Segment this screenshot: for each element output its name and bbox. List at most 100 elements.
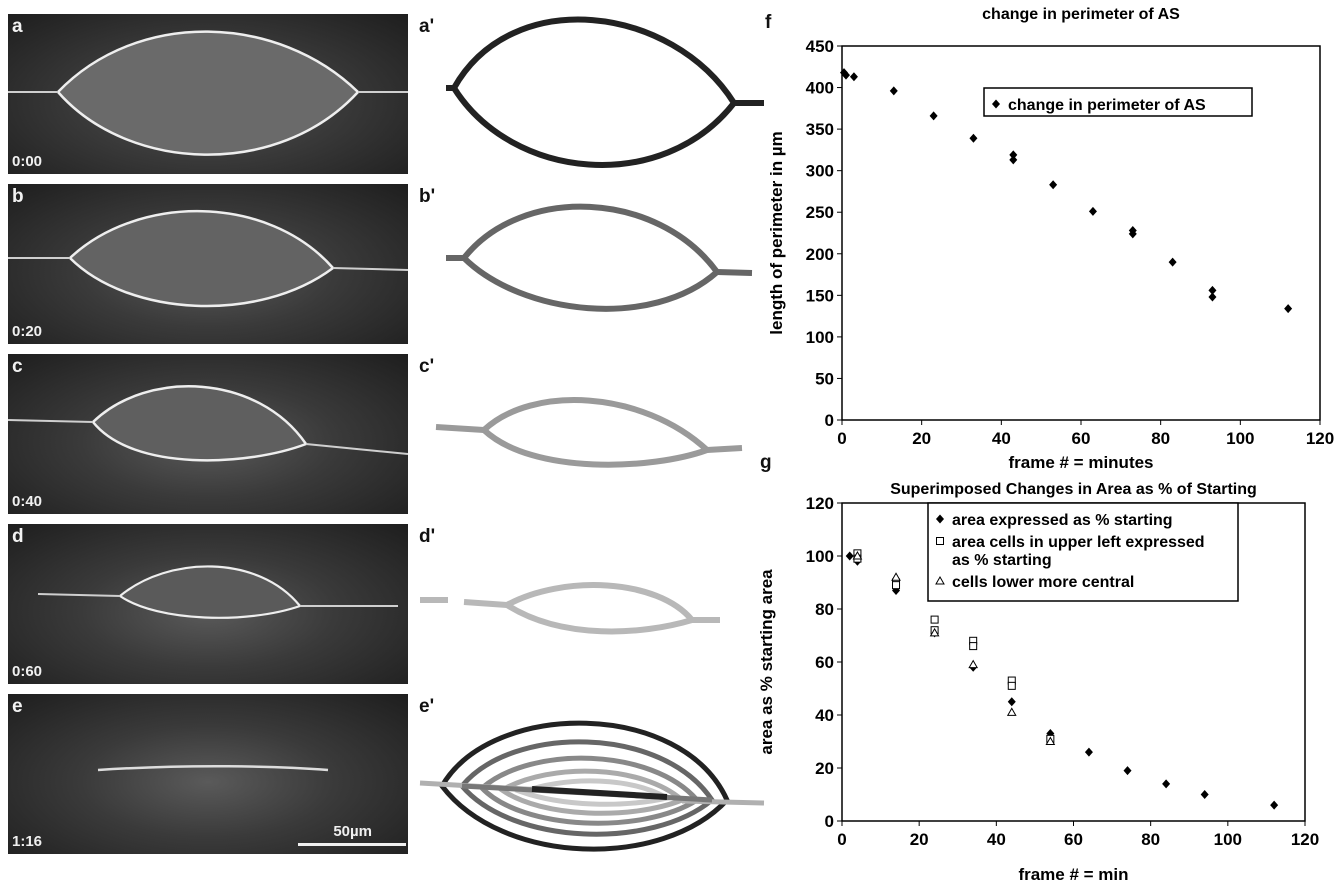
data-point-diamond	[839, 68, 848, 78]
amnioserosa-shape	[97, 764, 329, 772]
y-tick-label: 60	[815, 653, 834, 672]
legend-box	[927, 502, 1239, 602]
data-point-triangle	[1045, 736, 1056, 745]
y-tick-label: 100	[806, 328, 834, 347]
scale-bar-label: 50µm	[333, 823, 372, 840]
panel-label-c-prime: c'	[419, 356, 435, 377]
data-point-diamond	[1084, 747, 1093, 757]
data-point-square	[892, 581, 901, 590]
data-point-square	[936, 537, 944, 545]
y-tick-label: 40	[815, 706, 834, 725]
data-point-diamond	[1162, 779, 1171, 789]
panel-label: a	[12, 16, 23, 37]
time-label: 1:16	[12, 833, 43, 850]
data-point-diamond	[1088, 206, 1097, 216]
data-point-diamond	[849, 72, 858, 82]
data-point-diamond	[845, 551, 854, 561]
data-point-triangle	[929, 627, 940, 637]
data-point-triangle	[852, 550, 863, 560]
micrograph-c: c 0:40	[8, 354, 408, 514]
amnioserosa-shape	[8, 30, 408, 156]
data-point-diamond	[1049, 180, 1058, 190]
y-tick-label: 200	[806, 245, 834, 264]
legend-box	[983, 87, 1253, 117]
y-tick-label: 450	[806, 37, 834, 56]
legend-entry: area cells in upper left expressed as % s…	[952, 534, 1205, 569]
data-point-diamond	[1284, 304, 1293, 314]
micrograph-e: e 1:16 50µm	[8, 694, 408, 854]
outline-d-prime	[420, 582, 720, 635]
data-point-diamond	[1009, 155, 1018, 165]
micrograph-a: a 0:00	[8, 14, 408, 174]
panel-label-b-prime: b'	[419, 186, 436, 207]
data-point-diamond	[1208, 292, 1217, 302]
time-label: 0:00	[12, 153, 43, 170]
data-point-triangle	[935, 575, 945, 585]
chart-title: Superimposed Changes in Area as % of Sta…	[890, 481, 1257, 498]
y-tick-label: 300	[806, 162, 834, 181]
data-point-square	[1007, 681, 1016, 690]
data-point-square	[969, 642, 978, 651]
x-tick-label: 120	[1291, 830, 1319, 849]
outline-a-prime	[446, 16, 764, 168]
panel-label-f: f	[765, 12, 772, 33]
panel-label-e-prime: e'	[419, 696, 435, 717]
legend-entry: cells lower more central	[952, 574, 1134, 591]
data-point-triangle	[1006, 707, 1017, 716]
amnioserosa-shape	[8, 210, 408, 308]
time-label: 0:60	[12, 663, 43, 680]
micrograph-b: b 0:20	[8, 184, 408, 344]
x-tick-label: 40	[987, 830, 1006, 849]
y-tick-label: 80	[815, 600, 834, 619]
data-point-diamond	[1270, 800, 1279, 810]
x-tick-label: 20	[912, 429, 931, 448]
y-tick-label: 250	[806, 203, 834, 222]
amnioserosa-shape	[37, 565, 398, 619]
panel-label-d-prime: d'	[419, 526, 436, 547]
data-point-triangle	[891, 572, 901, 581]
outline-c-prime	[435, 397, 743, 468]
outline-drawings	[419, 16, 765, 852]
x-axis-label: frame # = min	[1018, 865, 1128, 884]
data-point-diamond	[1009, 150, 1018, 160]
outline-e-prime	[419, 720, 765, 852]
y-tick-label: 400	[806, 79, 834, 98]
panel-label-a-prime: a'	[419, 16, 435, 37]
x-tick-label: 60	[1072, 429, 1091, 448]
y-tick-label: 0	[825, 812, 834, 831]
x-tick-label: 100	[1226, 429, 1254, 448]
x-tick-label: 40	[992, 429, 1011, 448]
panel-label: d	[12, 526, 24, 547]
data-point-diamond	[1123, 766, 1132, 776]
data-point-diamond	[992, 99, 1000, 109]
chart-area: Superimposed Changes in Area as % of Sta…	[760, 481, 1319, 884]
y-tick-label: 20	[815, 759, 834, 778]
data-point-diamond	[1007, 697, 1016, 707]
data-point-diamond	[889, 86, 898, 96]
data-point-square	[930, 615, 939, 624]
scale-bar	[298, 843, 406, 846]
y-tick-label: 120	[806, 494, 834, 513]
data-point-diamond	[1128, 229, 1137, 239]
data-point-diamond	[969, 133, 978, 143]
data-point-diamond	[936, 514, 944, 524]
data-point-diamond	[841, 70, 850, 80]
panel-label-g: g	[760, 452, 772, 473]
x-tick-label: 100	[1214, 830, 1242, 849]
amnioserosa-shape	[8, 385, 408, 462]
micrograph-d: d 0:60	[8, 524, 408, 684]
panel-label: e	[12, 696, 23, 717]
y-tick-label: 50	[815, 369, 834, 388]
panel-label: b	[12, 186, 24, 207]
y-axis-label: length of perimeter in µm	[767, 131, 786, 334]
data-point-triangle	[968, 659, 979, 669]
y-tick-label: 350	[806, 120, 834, 139]
x-axis-label: frame # = minutes	[1008, 453, 1153, 470]
data-point-diamond	[929, 111, 938, 121]
chart-perimeter: change in perimeter of AS 0 20 40 60 80 100 120…	[767, 6, 1334, 470]
data-point-diamond	[1168, 257, 1177, 267]
x-tick-label: 80	[1141, 830, 1160, 849]
legend-entry: change in perimeter of AS	[1008, 97, 1206, 114]
data-point-diamond	[1208, 285, 1217, 295]
x-tick-label: 0	[837, 429, 846, 448]
